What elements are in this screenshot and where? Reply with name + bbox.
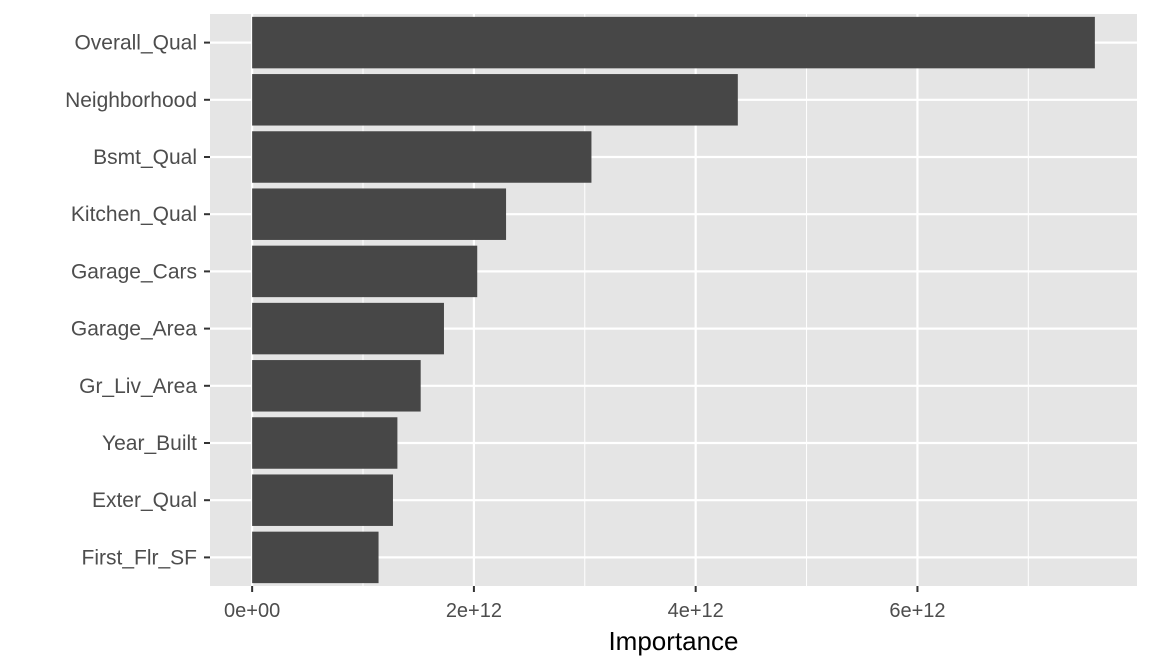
bar-year-built xyxy=(252,417,398,469)
bar-kitchen-qual xyxy=(252,188,507,240)
bar-garage-cars xyxy=(252,245,478,298)
y-tick-label: Year_Built xyxy=(102,432,197,455)
y-tick-label: Garage_Cars xyxy=(71,260,197,283)
bar-garage-area xyxy=(252,302,444,355)
x-axis: 0e+00 2e+12 4e+12 6e+12 xyxy=(224,586,946,622)
bar-neighborhood xyxy=(252,74,738,126)
y-tick-label: Kitchen_Qual xyxy=(71,203,197,226)
bar-bsmt-qual xyxy=(252,131,592,183)
y-tick-label: Gr_Liv_Area xyxy=(79,375,197,398)
x-axis-title: Importance xyxy=(608,626,738,656)
bar-exter-qual xyxy=(252,474,393,526)
bars xyxy=(252,16,1095,584)
y-tick-label: First_Flr_SF xyxy=(82,546,198,569)
y-tick-label: Neighborhood xyxy=(65,89,197,112)
y-axis: Overall_Qual Neighborhood Bsmt_Qual Kitchen… xyxy=(65,32,210,569)
y-tick-label: Garage_Area xyxy=(71,318,197,341)
x-tick-label: 6e+12 xyxy=(889,600,945,622)
bar-overall-qual xyxy=(252,16,1095,69)
y-tick-label: Exter_Qual xyxy=(92,489,197,512)
bar-first-flr-sf xyxy=(252,531,379,584)
bar-gr-liv-area xyxy=(252,360,421,412)
x-tick-label: 0e+00 xyxy=(224,600,280,622)
x-tick-label: 2e+12 xyxy=(446,600,502,622)
y-tick-label: Overall_Qual xyxy=(74,32,197,55)
y-tick-label: Bsmt_Qual xyxy=(93,146,197,169)
x-tick-label: 4e+12 xyxy=(668,600,724,622)
